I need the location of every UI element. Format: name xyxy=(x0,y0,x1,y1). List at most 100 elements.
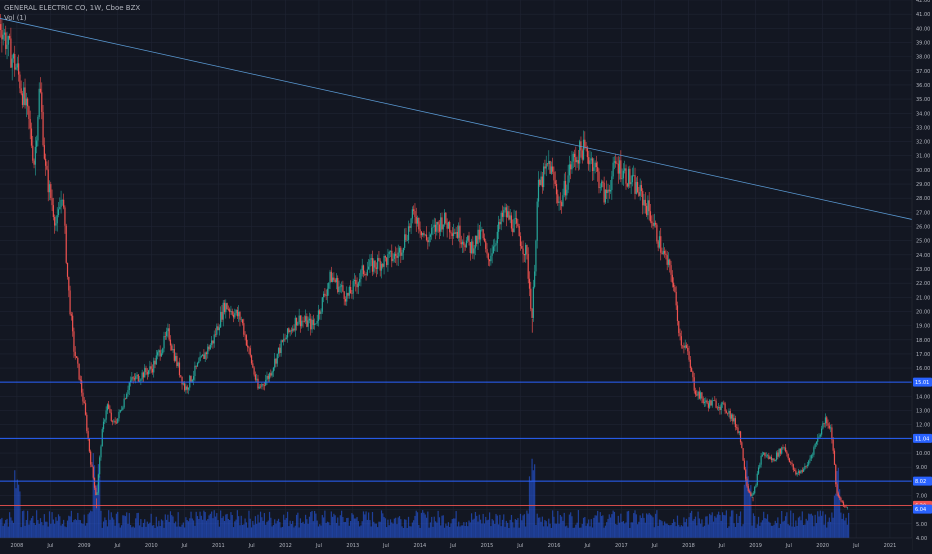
candle-body xyxy=(467,235,469,241)
candle-body xyxy=(227,309,229,310)
candle-body xyxy=(275,358,277,364)
volume-bar xyxy=(559,514,561,538)
candle-body xyxy=(567,175,569,190)
volume-bar xyxy=(364,514,366,538)
candle-body xyxy=(34,146,36,165)
candle-body xyxy=(581,150,583,160)
candle-body xyxy=(465,240,468,248)
candle-body xyxy=(302,320,304,322)
candle-body xyxy=(316,320,318,324)
candle-body xyxy=(81,380,83,393)
price-tick-label: 10.00 xyxy=(916,451,930,457)
candle-body xyxy=(714,400,716,401)
candle-body xyxy=(2,34,4,40)
volume-bar xyxy=(581,523,583,538)
volume-bar xyxy=(611,514,613,538)
candle-body xyxy=(487,253,489,260)
candle-body xyxy=(836,484,838,494)
candle-body xyxy=(675,291,677,306)
volume-bar xyxy=(312,521,314,538)
candle-body xyxy=(591,158,594,172)
volume-bar xyxy=(55,517,57,538)
volume-bar xyxy=(804,524,806,538)
candle-body xyxy=(837,493,839,497)
candle-body xyxy=(254,374,256,380)
candle-body xyxy=(597,167,599,172)
volume-bar xyxy=(414,515,416,538)
volume-bar xyxy=(178,526,181,538)
volume-bar xyxy=(467,526,469,538)
candle-body xyxy=(606,189,608,194)
candle-body xyxy=(253,367,255,375)
candle-body xyxy=(225,303,227,313)
candle-body xyxy=(835,464,837,485)
volume-bar xyxy=(289,520,291,538)
volume-bar xyxy=(633,513,635,538)
volume-bar xyxy=(441,515,443,538)
candle-body xyxy=(768,455,770,459)
candle-body xyxy=(548,160,550,164)
candle-body xyxy=(499,221,501,225)
candle-body xyxy=(391,250,393,262)
volume-bar xyxy=(147,523,150,538)
volume-bar xyxy=(824,514,827,538)
candle-body xyxy=(12,54,15,59)
candle-body xyxy=(582,139,585,160)
volume-bar xyxy=(643,517,645,538)
volume-bar xyxy=(779,523,782,538)
price-tick-label: 33.00 xyxy=(916,125,930,131)
volume-bar xyxy=(262,520,264,538)
volume-bar xyxy=(730,510,733,538)
candle-body xyxy=(673,282,675,288)
volume-bar xyxy=(700,523,702,538)
candle-body xyxy=(135,376,137,380)
time-tick-label: Jul xyxy=(113,543,120,549)
candle-body xyxy=(416,217,419,224)
price-tick-label: 4.00 xyxy=(916,536,927,542)
candle-body xyxy=(193,376,195,380)
candle-body xyxy=(804,466,806,470)
volume-bar xyxy=(752,513,754,538)
price-tag: 15.01 xyxy=(915,380,929,386)
volume-bar xyxy=(252,520,254,538)
volume-bar xyxy=(194,525,196,538)
candle-body xyxy=(272,367,275,372)
candle-body xyxy=(355,279,357,285)
volume-bar xyxy=(769,522,771,538)
candle-body xyxy=(494,245,496,247)
volume-bar xyxy=(801,511,803,538)
volume-bar xyxy=(626,511,628,538)
candle-body xyxy=(553,171,555,181)
price-tick-label: 5.00 xyxy=(916,522,927,528)
candle-body xyxy=(378,257,380,261)
volume-bar xyxy=(281,526,284,538)
candle-body xyxy=(573,153,576,158)
candle-body xyxy=(141,372,143,380)
candle-body xyxy=(633,175,635,176)
candle-body xyxy=(621,178,623,180)
volume-bar xyxy=(814,514,816,538)
candle-body xyxy=(301,320,303,327)
candle-body xyxy=(261,384,263,387)
candle-body xyxy=(545,163,547,169)
volume-bar xyxy=(518,527,520,538)
volume-bar xyxy=(535,524,537,538)
volume-bar xyxy=(51,512,53,538)
volume-bar xyxy=(144,519,146,538)
volume-bar xyxy=(436,522,438,538)
candle-body xyxy=(795,470,797,475)
candle-body xyxy=(87,431,89,439)
candle-body xyxy=(433,224,435,228)
time-tick-label: 2021 xyxy=(884,543,897,549)
volume-bar xyxy=(411,522,413,538)
volume-bar xyxy=(500,526,502,538)
candle-body xyxy=(550,166,552,174)
candle-body xyxy=(9,36,11,39)
candle-body xyxy=(518,226,520,237)
candle-body xyxy=(763,452,765,455)
candle-body xyxy=(531,308,533,318)
volume-bar xyxy=(43,514,45,538)
volume-bar xyxy=(187,521,190,538)
